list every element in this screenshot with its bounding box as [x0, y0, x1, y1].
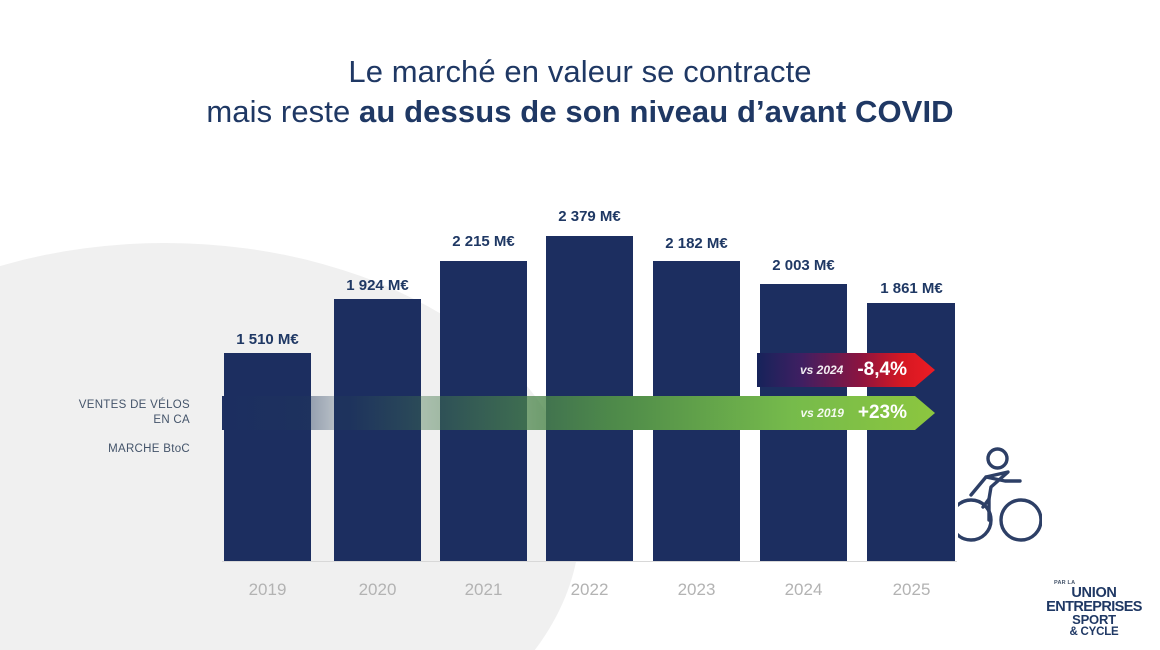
logo-tagline: PAR LA — [1054, 580, 1076, 587]
chart-baseline — [222, 561, 957, 562]
callout-vs-2019-label: vs 2019 — [800, 406, 844, 420]
bar-value-label-2022: 2 379 M€ — [558, 208, 621, 225]
bar-value-label-2020: 1 924 M€ — [346, 277, 409, 294]
logo-line-1: UNION — [1071, 584, 1117, 601]
bar-2019 — [224, 353, 311, 561]
bar-value-label-2024: 2 003 M€ — [772, 257, 835, 274]
callout-arrow-vs-2024: vs 2024 -8,4% — [757, 353, 935, 387]
bar-value-label-2025: 1 861 M€ — [880, 280, 943, 297]
bar-value-label-2023: 2 182 M€ — [665, 235, 728, 252]
callout-vs-2024-value: -8,4% — [857, 359, 907, 380]
title-line-2: mais reste au dessus de son niveau d’ava… — [0, 92, 1160, 132]
cyclist-icon — [958, 447, 1042, 542]
series-label-line-2: EN CA — [153, 413, 190, 426]
logo-line-2: ENTREPRISES — [1046, 598, 1142, 615]
bar-value-label-2021: 2 215 M€ — [452, 233, 515, 250]
axis-tick-2019: 2019 — [248, 580, 287, 599]
axis-tick-2024: 2024 — [784, 580, 823, 599]
chart-series-label: VENTES DE VÉLOS EN CA MARCHE BtoC — [30, 398, 190, 455]
organization-logo: PAR LA UNION ENTREPRISES SPORT & CYCLE — [1042, 580, 1146, 638]
bar-value-label-2019: 1 510 M€ — [236, 331, 299, 348]
bar-2020 — [334, 299, 421, 561]
title-line-2-normal: mais reste — [206, 94, 360, 130]
callout-arrow-vs-2019: vs 2019 +23% — [222, 396, 935, 430]
logo-line-3: SPORT — [1072, 612, 1116, 627]
callout-vs-2019-value: +23% — [857, 402, 907, 423]
axis-tick-2025: 2025 — [892, 580, 931, 599]
series-label-sub: MARCHE BtoC — [108, 442, 190, 455]
callout-vs-2024-label: vs 2024 — [799, 363, 844, 377]
series-label-line-1: VENTES DE VÉLOS — [78, 399, 190, 411]
bar-2025 — [867, 303, 955, 561]
logo-line-4: & CYCLE — [1069, 625, 1119, 638]
axis-tick-2023: 2023 — [677, 580, 716, 599]
axis-tick-2020: 2020 — [358, 580, 397, 599]
axis-tick-2022: 2022 — [570, 580, 609, 599]
axis-tick-2021: 2021 — [464, 580, 503, 599]
page-title: Le marché en valeur se contracte mais re… — [0, 52, 1160, 133]
title-line-2-bold: au dessus de son niveau d’avant COVID — [359, 94, 954, 130]
title-line-1: Le marché en valeur se contracte — [348, 54, 812, 89]
